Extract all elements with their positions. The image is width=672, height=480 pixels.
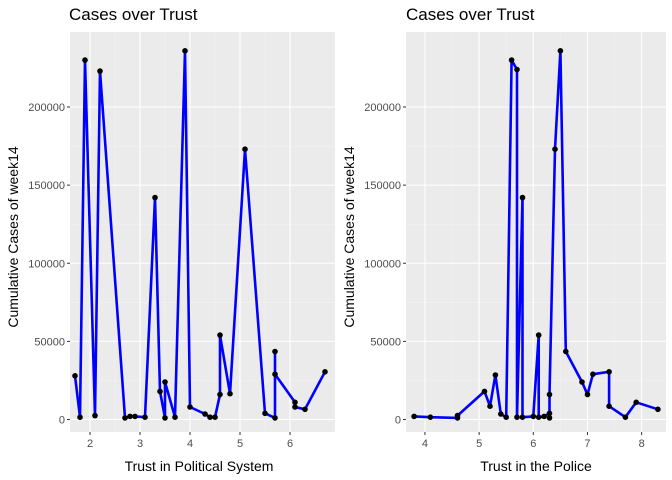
chart-right-y-tick-label: 150000: [364, 180, 401, 192]
chart-left-plot-background: [70, 32, 335, 432]
chart-right-data-point: [655, 406, 661, 413]
chart-right-data-point: [508, 57, 515, 63]
chart-left-data-point: [217, 332, 223, 338]
chart-right-y-tick-label: 100000: [364, 258, 401, 270]
chart-left-data-point: [212, 414, 218, 421]
chart-right-y-tick-label: 0: [395, 415, 401, 427]
chart-left-data-point: [272, 348, 278, 355]
chart-left-data-point: [182, 48, 188, 54]
chart-right-data-point: [546, 410, 553, 417]
chart-right-data-point: [563, 348, 569, 355]
chart-left-x-tick-label: 5: [237, 438, 243, 450]
chart-left-data-point: [122, 415, 128, 421]
chart-right-data-point: [514, 66, 520, 73]
chart-left-data-point: [157, 388, 163, 395]
chart-right-data-point: [590, 371, 596, 378]
chart-right-data-point: [427, 414, 434, 421]
chart-left-data-point: [202, 411, 208, 417]
chart-right-data-point: [579, 379, 585, 385]
chart-left-data-point: [322, 369, 328, 375]
chart-right-x-tick-label: 5: [476, 438, 482, 450]
chart-left-data-point: [162, 415, 168, 421]
chart-right-data-point: [535, 414, 542, 421]
chart-right-data-point: [552, 146, 558, 152]
chart-left-data-point: [272, 415, 278, 421]
chart-right-data-point: [541, 413, 547, 420]
chart-left-x-tick-label: 2: [87, 438, 93, 450]
chart-right-x-tick-label: 7: [584, 438, 590, 450]
chart-left-x-axis-title: Trust in Political System: [125, 458, 274, 474]
chart-left-data-point: [242, 146, 248, 152]
chart-right-data-point: [546, 391, 553, 398]
chart-left-y-tick-label: 50000: [34, 336, 65, 348]
chart-left-data-point: [262, 410, 268, 417]
chart-right-y-tick-label: 50000: [370, 336, 401, 348]
chart-left-data-point: [152, 194, 158, 201]
chart-left-data-point: [92, 412, 98, 419]
chart-left-y-tick-label: 100000: [28, 258, 65, 270]
chart-right-data-point: [514, 414, 520, 421]
chart-left-data-point: [292, 404, 298, 410]
chart-left-x-tick-label: 4: [187, 438, 193, 450]
chart-right-series-line: [414, 49, 659, 420]
chart-right-title: Cases over Trust: [406, 5, 535, 24]
chart-right-data-point: [498, 411, 504, 417]
chart-right-data-point: [454, 412, 461, 419]
chart-left-title: Cases over Trust: [69, 5, 198, 24]
chart-left-data-point: [207, 414, 213, 421]
chart-left-data-point: [72, 373, 78, 379]
chart-right-data-point: [622, 414, 629, 421]
chart-right-data-point: [546, 415, 553, 421]
chart-right-data-point: [633, 399, 639, 406]
chart-left-y-tick-label: 200000: [28, 102, 65, 114]
chart-left-data-point: [82, 57, 88, 63]
chart-left: Cases over Trust Cumulative Cases of wee…: [5, 5, 335, 474]
chart-left-y-tick-label: 150000: [28, 180, 65, 192]
chart-left-data-point: [172, 414, 178, 421]
chart-right-data-point: [492, 372, 499, 378]
chart-right-data-point: [557, 48, 564, 54]
chart-right-x-tick-label: 6: [530, 438, 536, 450]
chart-left-data-point: [272, 371, 278, 378]
chart-left-data-point: [162, 379, 168, 385]
chart-right-x-tick-label: 4: [422, 438, 428, 450]
chart-left-data-point: [217, 391, 223, 398]
chart-right-data-point: [487, 403, 493, 410]
chart-left-data-point: [302, 406, 308, 413]
chart-right-data-point: [606, 403, 612, 410]
chart-left-data-point: [97, 68, 103, 74]
chart-right-data-point: [481, 388, 488, 395]
chart-left-data-point: [227, 390, 233, 397]
chart-right-data-point: [519, 414, 526, 421]
chart-left-data-point: [132, 413, 138, 420]
chart-left-x-tick-label: 6: [287, 438, 293, 450]
chart-right-data-point: [519, 194, 526, 201]
chart-left-data-point: [77, 414, 83, 421]
chart-right: Cases over Trust Cumulative Cases of wee…: [341, 5, 666, 474]
chart-left-y-tick-label: 0: [59, 415, 65, 427]
chart-right-data-point: [535, 332, 542, 338]
chart-left-data-point: [142, 414, 148, 421]
chart-left-data-point: [127, 413, 133, 420]
chart-right-x-axis-title: Trust in the Police: [480, 458, 592, 474]
chart-left-data-point: [292, 399, 298, 406]
chart-right-x-tick-label: 8: [639, 438, 645, 450]
chart-right-data-point: [530, 413, 537, 420]
chart-right-data-point: [503, 414, 510, 421]
chart-right-data-point: [584, 391, 591, 398]
chart-right-data-point: [411, 413, 417, 420]
chart-left-x-tick-label: 3: [137, 438, 143, 450]
chart-left-y-axis-title: Cumulative Cases of week14: [5, 146, 21, 328]
chart-right-y-tick-label: 200000: [364, 102, 401, 114]
chart-right-data-point: [606, 369, 612, 375]
chart-right-y-axis-title: Cumulative Cases of week14: [341, 146, 357, 328]
chart-left-data-point: [187, 404, 193, 410]
